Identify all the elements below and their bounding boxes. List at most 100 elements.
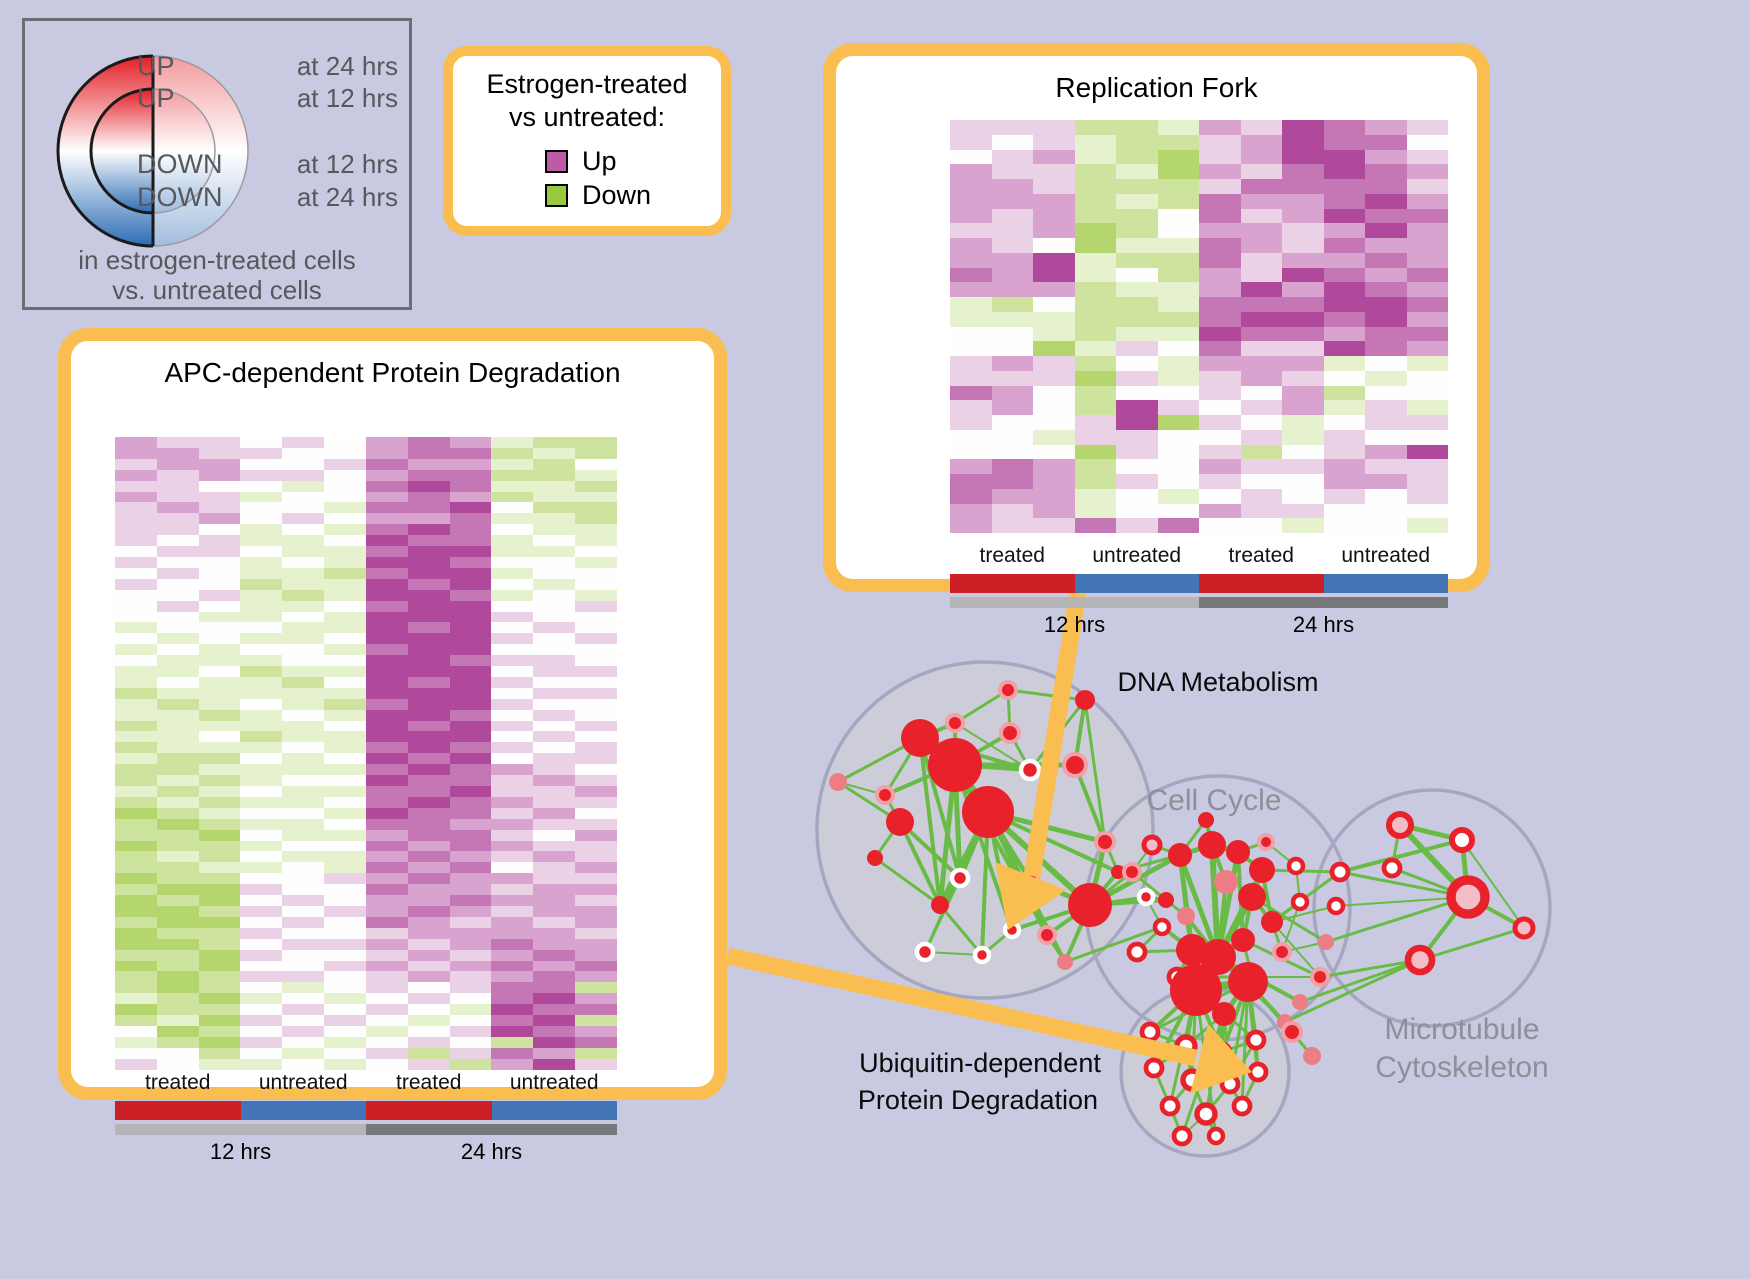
heatmap-cell [533, 491, 576, 503]
heatmap-cell [1282, 400, 1324, 415]
heatmap-cell [240, 491, 283, 503]
heatmap-cell [1157, 459, 1199, 474]
heatmap-cell [950, 297, 992, 312]
network-node-h [945, 713, 965, 733]
heatmap-cell [575, 1015, 617, 1026]
heatmap-cell [991, 120, 1033, 135]
network-node-s [1068, 883, 1112, 927]
heatmap-row [115, 611, 617, 623]
heatmap-cell [365, 796, 408, 808]
heatmap-cell [449, 960, 492, 972]
heatmap-row [950, 179, 1448, 194]
heatmap-cell [449, 775, 492, 786]
heatmap-cell [1033, 120, 1075, 135]
heatmap-cell [1033, 238, 1075, 253]
heatmap-cell [491, 753, 534, 765]
replication-fork-panel: Replication Fork treated untreated treated… [823, 43, 1490, 637]
heatmap-cell [1365, 326, 1407, 342]
heatmap-cell [115, 1047, 157, 1059]
heatmap-cell [575, 655, 617, 667]
network-edge [918, 737, 962, 879]
heatmap-row [950, 134, 1448, 150]
heatmap-cell [1323, 518, 1365, 533]
heatmap-cell [1406, 341, 1448, 356]
heatmap-row [115, 676, 617, 688]
cluster-label-ubiquitin-line2: Protein Degradation [857, 1085, 1099, 1115]
heatmap-cell [198, 458, 241, 470]
heatmap-cell [1199, 503, 1241, 519]
heatmap-cell [491, 666, 534, 677]
heatmap-row [115, 731, 617, 743]
heatmap-cell [491, 982, 534, 994]
heatmap-cell [240, 600, 283, 612]
heatmap-cell [156, 600, 199, 612]
updown-time-24hrs-up: at 24 hrs [296, 51, 398, 81]
heatmap-cell [156, 775, 199, 786]
heatmap-cell [1199, 400, 1241, 415]
heatmap-cell [575, 829, 617, 841]
heatmap-cell [1240, 252, 1282, 268]
heatmap-cell [449, 916, 492, 928]
heatmap-cell [324, 1015, 366, 1026]
heatmap-cell [240, 884, 283, 896]
heatmap-cell [1365, 134, 1407, 150]
heatmap-cell [575, 469, 617, 481]
heatmap-cell [156, 556, 199, 568]
heatmap-cell [1116, 415, 1158, 430]
heatmap-cell [1323, 179, 1365, 194]
heatmap-cell [324, 905, 366, 917]
heatmap-cell [449, 567, 492, 579]
heatmap-cell [991, 311, 1033, 327]
heatmap-cell [1157, 400, 1199, 415]
heatmap-cell [365, 840, 408, 852]
heatmap-cell [533, 1047, 576, 1059]
heatmap-cell [491, 513, 534, 525]
heatmap-cell [1199, 518, 1241, 533]
heatmap-cell [491, 709, 534, 721]
heatmap-cell [575, 622, 617, 634]
heatmap-cell [365, 655, 408, 667]
heatmap-cell [1365, 429, 1407, 445]
heatmap-cell [324, 1036, 366, 1048]
heatmap-cell [950, 238, 992, 253]
heatmap-cell [1116, 282, 1158, 297]
heatmap-cell [1240, 518, 1282, 533]
heatmap-cell [115, 491, 157, 503]
heatmap-row [115, 796, 617, 808]
heatmap-cell [240, 938, 283, 950]
heatmap-cell [156, 818, 199, 830]
heatmap-cell [324, 818, 366, 830]
heatmap-cell [407, 775, 450, 786]
heatmap-cell [282, 447, 325, 459]
heatmap-cell [1323, 208, 1365, 224]
heatmap-cell [449, 611, 492, 623]
heatmap-cell [533, 840, 576, 852]
heatmap-cell [533, 513, 576, 525]
heatmap-cell [198, 644, 241, 656]
group-label-treated-0: treated [979, 544, 1045, 567]
heatmap-cell [449, 556, 492, 568]
heatmap-cell [533, 1036, 576, 1048]
heatmap-cell [407, 818, 450, 830]
heatmap-cell [1282, 341, 1324, 356]
heatmap-cell [1282, 223, 1324, 238]
heatmap-row [115, 666, 617, 677]
heatmap-cell [449, 884, 492, 896]
heatmap-cell [449, 546, 492, 557]
heatmap-cell [491, 589, 534, 601]
heatmap-cell [324, 731, 366, 743]
heatmap-cell [1406, 474, 1448, 489]
heatmap-cell [491, 720, 534, 732]
legend-item-down: Down [545, 180, 651, 211]
untreated-bar [1074, 574, 1199, 593]
heatmap-cell [575, 982, 617, 994]
heatmap-cell [198, 469, 241, 481]
heatmap-cell [240, 873, 283, 885]
heatmap-cell [491, 556, 534, 568]
heatmap-row [115, 556, 617, 568]
heatmap-cell [1199, 120, 1241, 135]
network-node-w [1449, 827, 1475, 853]
heatmap-cell [1074, 252, 1116, 268]
heatmap-cell [1406, 488, 1448, 504]
